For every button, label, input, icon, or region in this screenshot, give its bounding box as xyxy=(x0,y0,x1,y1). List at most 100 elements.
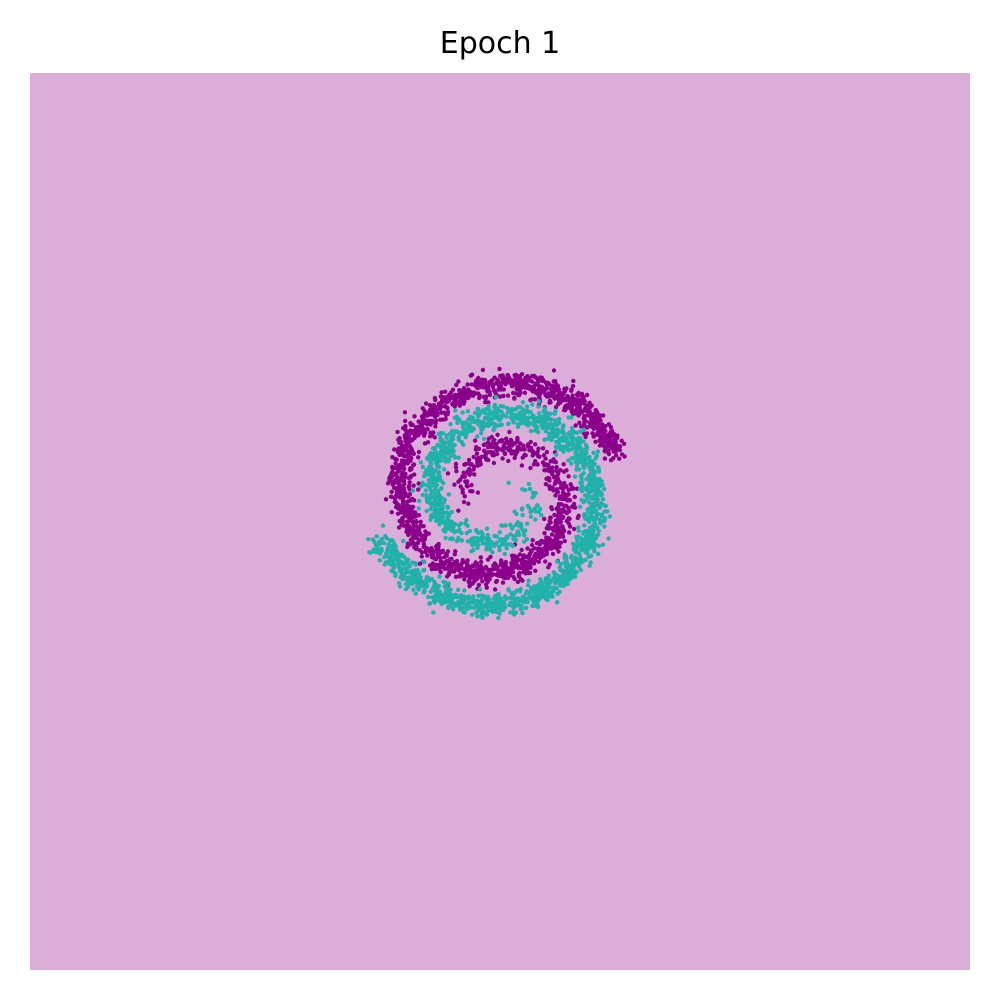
data-point xyxy=(499,558,504,563)
data-point xyxy=(500,567,506,572)
data-point xyxy=(574,463,580,468)
data-point xyxy=(434,411,439,416)
data-point xyxy=(374,534,379,539)
data-point xyxy=(461,609,466,615)
data-point xyxy=(490,450,496,455)
data-point xyxy=(480,367,486,373)
data-point xyxy=(458,390,464,395)
data-point xyxy=(533,442,538,447)
data-point xyxy=(483,410,488,416)
data-point xyxy=(549,505,554,510)
data-point xyxy=(425,412,430,417)
data-point xyxy=(479,421,484,427)
data-point xyxy=(441,467,447,472)
data-point xyxy=(482,566,487,571)
data-point xyxy=(465,382,470,387)
data-point xyxy=(554,434,560,439)
data-point xyxy=(546,464,551,469)
data-point xyxy=(401,493,406,498)
data-point xyxy=(518,405,523,410)
data-point xyxy=(489,434,494,440)
data-point xyxy=(414,574,419,579)
data-point xyxy=(465,429,470,434)
data-point xyxy=(425,553,430,558)
data-point xyxy=(510,525,515,530)
data-point xyxy=(548,411,553,416)
data-point xyxy=(474,610,479,615)
data-point xyxy=(582,407,587,413)
data-point xyxy=(448,453,453,459)
data-point xyxy=(466,501,471,506)
data-point xyxy=(429,567,434,572)
data-point xyxy=(458,484,463,489)
data-point xyxy=(423,579,429,584)
data-point xyxy=(434,584,439,589)
data-point xyxy=(569,461,574,466)
data-point xyxy=(448,525,453,530)
data-point xyxy=(600,433,606,439)
data-point xyxy=(504,436,509,441)
data-point xyxy=(377,558,382,563)
data-point xyxy=(589,418,595,423)
data-point xyxy=(474,576,480,582)
data-point xyxy=(467,528,472,534)
data-point xyxy=(509,561,514,566)
data-point xyxy=(392,499,397,505)
data-point xyxy=(574,455,579,460)
data-point xyxy=(413,534,418,539)
data-point xyxy=(403,418,408,424)
data-point xyxy=(550,551,556,557)
data-point xyxy=(424,575,430,580)
data-point xyxy=(513,372,519,378)
data-point xyxy=(405,499,410,504)
data-point xyxy=(486,421,492,426)
data-point xyxy=(520,578,525,583)
data-point xyxy=(549,585,555,590)
data-point xyxy=(456,455,461,460)
data-point xyxy=(497,599,502,604)
data-point xyxy=(550,594,555,599)
data-point xyxy=(448,587,453,592)
data-point xyxy=(519,463,525,468)
data-point xyxy=(396,525,402,530)
data-point xyxy=(503,523,508,528)
data-point xyxy=(428,517,433,523)
data-point xyxy=(563,496,568,502)
data-point xyxy=(441,528,447,533)
data-point xyxy=(554,600,560,605)
data-point xyxy=(446,492,452,497)
data-point xyxy=(525,409,530,414)
data-point xyxy=(476,385,482,390)
data-point xyxy=(462,588,467,593)
data-point xyxy=(553,581,558,586)
data-point xyxy=(557,438,562,444)
data-point xyxy=(587,525,593,530)
data-point xyxy=(416,487,421,492)
data-point xyxy=(411,483,416,488)
data-point xyxy=(462,385,467,391)
data-point xyxy=(532,383,537,389)
data-point xyxy=(398,450,404,456)
data-point xyxy=(415,568,420,573)
data-point xyxy=(583,443,589,448)
data-point xyxy=(488,547,493,552)
data-point xyxy=(427,403,433,408)
data-point xyxy=(521,447,527,452)
data-point xyxy=(472,438,478,443)
data-point xyxy=(585,485,590,491)
data-point xyxy=(602,518,607,524)
data-point xyxy=(554,577,560,583)
data-point xyxy=(564,437,569,443)
data-point xyxy=(453,465,459,470)
data-point xyxy=(469,482,474,488)
data-point xyxy=(495,409,500,415)
data-point xyxy=(506,458,511,464)
data-point xyxy=(371,548,376,554)
data-point xyxy=(587,400,592,405)
data-point xyxy=(562,578,567,583)
data-point xyxy=(446,439,452,444)
data-point xyxy=(579,476,584,481)
data-point xyxy=(587,404,593,410)
data-point xyxy=(484,547,489,552)
data-point xyxy=(497,547,502,553)
